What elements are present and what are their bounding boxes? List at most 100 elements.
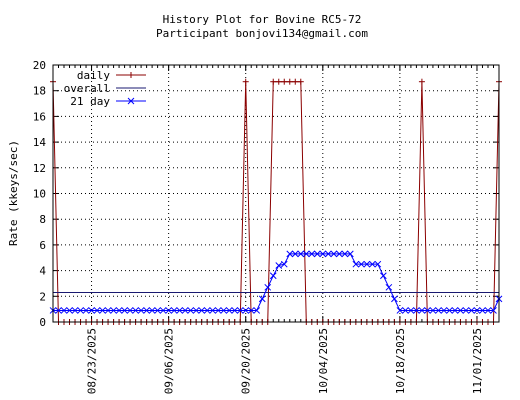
data-point: [402, 307, 409, 314]
data-point: [451, 307, 459, 314]
marker-stroke: [88, 307, 95, 314]
data-point: [292, 78, 299, 85]
data-point: [82, 307, 90, 314]
x-tick-label: 11/01/2025: [471, 328, 484, 394]
marker-stroke: [462, 307, 470, 314]
marker-stroke: [121, 307, 128, 314]
chart-subtitle: Participant bonjovi134@gmail.com: [156, 27, 368, 40]
data-point: [128, 72, 134, 78]
marker-stroke: [402, 307, 409, 314]
marker-stroke: [490, 307, 497, 314]
marker-stroke: [391, 295, 398, 303]
data-point: [55, 307, 62, 314]
data-point: [363, 260, 371, 268]
y-tick-label: 6: [39, 239, 46, 252]
marker-stroke: [302, 250, 310, 258]
marker-stroke: [385, 283, 393, 291]
data-point: [187, 307, 195, 314]
series-21-day: [49, 250, 503, 314]
marker-stroke: [369, 260, 376, 268]
data-point: [369, 260, 376, 268]
data-point: [126, 307, 134, 314]
data-point: [148, 307, 156, 314]
data-point: [181, 307, 189, 314]
data-point: [468, 307, 475, 314]
data-point: [308, 250, 316, 258]
data-point: [60, 307, 68, 314]
legend-label: overall: [64, 82, 110, 95]
y-tick-label: 10: [33, 188, 46, 201]
marker-stroke: [424, 307, 431, 314]
data-point: [330, 250, 338, 258]
marker-stroke: [457, 307, 464, 314]
data-point: [165, 307, 172, 314]
data-point: [302, 250, 310, 258]
marker-stroke: [330, 250, 338, 258]
marker-stroke: [269, 272, 277, 280]
grid: [53, 65, 499, 322]
marker-stroke: [363, 260, 371, 268]
marker-stroke: [192, 307, 200, 314]
marker-stroke: [209, 307, 217, 314]
marker-stroke: [55, 307, 62, 314]
marker-stroke: [159, 307, 167, 314]
data-point: [198, 307, 206, 314]
series-line: [52, 81, 500, 323]
y-tick-label: 20: [33, 59, 46, 72]
data-point: [446, 307, 453, 314]
marker-stroke: [319, 250, 327, 258]
marker-stroke: [214, 307, 222, 314]
marker-stroke: [407, 307, 415, 314]
marker-stroke: [181, 307, 189, 314]
x-tick-label: 10/18/2025: [394, 328, 407, 394]
marker-stroke: [380, 272, 387, 280]
data-point: [286, 250, 294, 258]
data-point: [104, 307, 112, 314]
marker-stroke: [176, 307, 183, 314]
marker-stroke: [66, 307, 73, 314]
marker-stroke: [275, 262, 283, 269]
series-daily: [50, 78, 502, 325]
marker-stroke: [479, 307, 486, 314]
y-tick-label: 4: [39, 265, 46, 278]
marker-stroke: [418, 307, 426, 314]
x-tick-label: 09/06/2025: [163, 328, 176, 394]
marker-stroke: [60, 307, 68, 314]
data-point: [275, 262, 283, 269]
data-point: [115, 307, 123, 314]
data-point: [253, 307, 261, 314]
marker-stroke: [71, 307, 79, 314]
data-point: [484, 307, 492, 314]
data-point: [203, 307, 211, 314]
data-point: [291, 250, 299, 258]
marker-stroke: [335, 250, 343, 258]
data-point: [242, 307, 250, 314]
data-point: [462, 307, 470, 314]
data-point: [71, 307, 79, 314]
data-point: [154, 307, 161, 314]
data-point: [490, 307, 497, 314]
marker-stroke: [429, 307, 437, 314]
marker-stroke: [253, 307, 261, 314]
data-point: [457, 307, 464, 314]
marker-stroke: [110, 307, 117, 314]
data-point: [275, 78, 282, 85]
marker-stroke: [374, 260, 382, 268]
data-point: [176, 307, 183, 314]
marker-stroke: [165, 307, 172, 314]
marker-stroke: [468, 307, 475, 314]
marker-stroke: [132, 307, 139, 314]
data-point: [473, 307, 481, 314]
marker-stroke: [198, 307, 206, 314]
data-point: [269, 272, 277, 280]
marker-stroke: [77, 307, 84, 314]
data-point: [297, 250, 305, 258]
marker-stroke: [127, 97, 135, 105]
data-point: [280, 260, 288, 268]
data-point: [127, 97, 135, 105]
marker-stroke: [357, 260, 365, 268]
marker-stroke: [231, 307, 239, 314]
data-point: [77, 307, 84, 314]
series-layer: [49, 78, 503, 325]
data-point: [418, 78, 425, 85]
